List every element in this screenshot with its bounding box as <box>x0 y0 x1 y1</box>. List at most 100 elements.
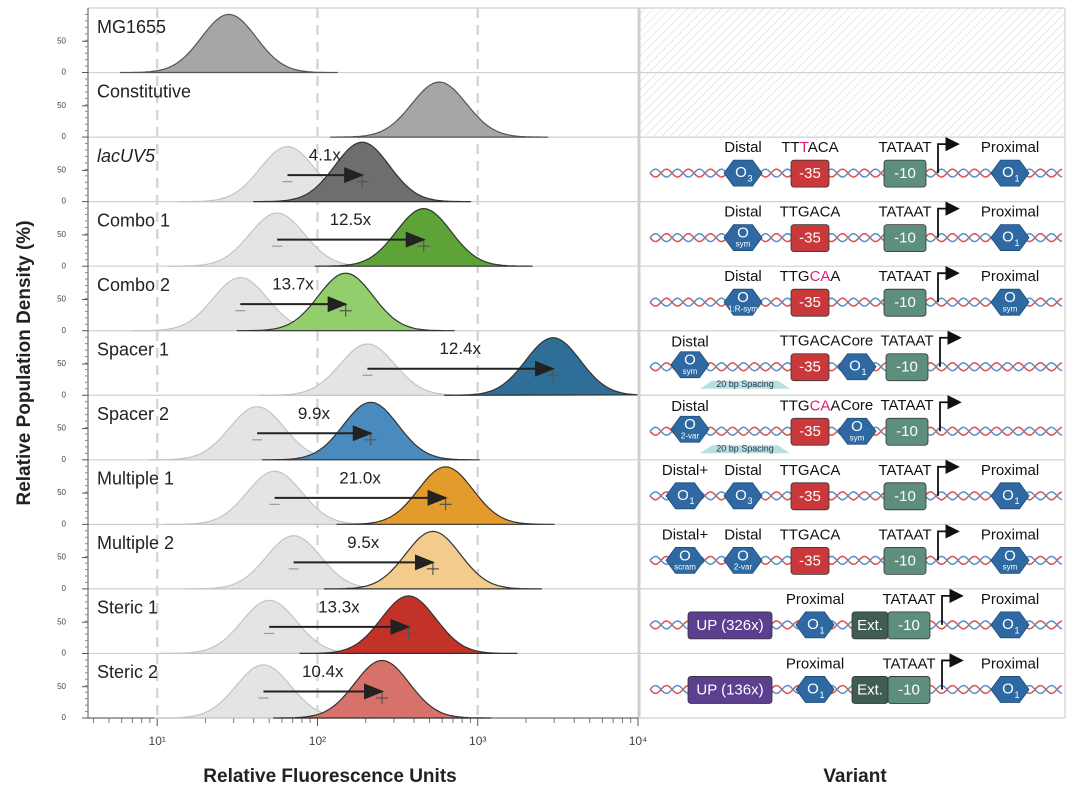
element-label: -35 <box>799 294 821 311</box>
y-tick-label: 0 <box>62 132 67 141</box>
y-tick-label: 0 <box>62 197 67 206</box>
chart: Relative Population Density (%) Relative… <box>0 0 1067 791</box>
element-label: -35 <box>799 165 821 182</box>
spacing-label: 20 bp Spacing <box>716 379 774 389</box>
y-tick-label: 0 <box>62 261 67 270</box>
y-tick-label: 0 <box>62 584 67 593</box>
operator-label: O <box>1002 487 1014 504</box>
operator-subscript: 3 <box>747 173 752 183</box>
row-label: Spacer 1 <box>97 339 169 359</box>
y-tick-label: 0 <box>62 649 67 658</box>
element-top-label: Distal <box>724 204 762 221</box>
element-top-label: Distal+ <box>662 526 709 543</box>
y-tick-label: 50 <box>57 617 66 626</box>
operator-subscript: 1 <box>819 625 824 635</box>
row-label: Constitutive <box>97 81 191 101</box>
element-top-label: TTGACA <box>780 526 841 543</box>
sequence-segment: TTG <box>780 397 810 414</box>
element-label: -10 <box>896 359 918 376</box>
element-label: -10 <box>896 423 918 440</box>
variant-diagram: UP (136x)O1ProximalExt.-10TATAATO1Proxim… <box>650 655 1062 703</box>
operator-label: O <box>735 164 747 181</box>
element-top-label: TTGCAA <box>780 397 841 414</box>
operator-subscript: 1:R-sym <box>728 304 758 313</box>
element-top-label: Distal <box>724 268 762 285</box>
spacing-label: 20 bp Spacing <box>716 444 774 454</box>
element-top-label: Distal+ <box>662 462 709 479</box>
y-tick-label: 50 <box>57 488 66 497</box>
row-label: Spacer 2 <box>97 404 169 424</box>
operator-subscript: 1 <box>1014 625 1019 635</box>
element-top-label: TATAAT <box>882 655 935 672</box>
element-label: -35 <box>799 423 821 440</box>
fold-label: 4.1x <box>309 146 342 165</box>
element-top-label: Core <box>841 397 874 414</box>
element-top-label: TATAAT <box>880 333 933 350</box>
element-top-label: TATAAT <box>878 526 931 543</box>
operator-label: O <box>849 358 861 375</box>
element-top-label: TATAAT <box>878 268 931 285</box>
x-tick-label: 10⁴ <box>629 734 648 748</box>
y-tick-label: 0 <box>62 519 67 528</box>
y-tick-label: 0 <box>62 68 67 77</box>
x-axis-title: Relative Fluorescence Units <box>203 766 456 787</box>
y-axis-title: Relative Population Density (%) <box>14 220 35 505</box>
element-label: -35 <box>799 359 821 376</box>
operator-label: O <box>1002 680 1014 697</box>
variant-diagram: OscramDistal+O2-varDistal-35TTGACA-10TAT… <box>650 526 1062 574</box>
element-top-label: Proximal <box>981 655 1039 672</box>
element-top-label: Distal <box>671 398 709 415</box>
fold-label: 13.7x <box>272 275 314 294</box>
element-top-label: Distal <box>724 462 762 479</box>
operator-label: O <box>1002 164 1014 181</box>
operator-subscript: sym <box>850 433 865 442</box>
operator-subscript: 1 <box>689 496 694 506</box>
operator-label: O <box>735 487 747 504</box>
y-tick-label: 0 <box>62 390 67 399</box>
element-top-label: Proximal <box>981 462 1039 479</box>
operator-label: O <box>807 680 819 697</box>
x-tick-label: 10¹ <box>149 734 166 748</box>
element-top-label: TTGACA <box>780 333 841 350</box>
y-tick-label: 0 <box>62 326 67 335</box>
sequence-segment: TT <box>781 139 799 156</box>
y-tick-label: 50 <box>57 165 66 174</box>
element-top-label: TATAAT <box>878 139 931 156</box>
x-tick-label: 10² <box>309 734 326 748</box>
y-tick-label: 50 <box>57 230 66 239</box>
element-top-label: TTGACA <box>780 204 841 221</box>
promoter-arrow <box>940 338 960 367</box>
y-tick-label: 50 <box>57 424 66 433</box>
density-curve <box>330 82 548 137</box>
row-label: Combo 1 <box>97 210 170 230</box>
operator-label: O <box>677 487 689 504</box>
operator-subscript: 1 <box>1014 690 1019 700</box>
operator-subscript: 1 <box>1014 238 1019 248</box>
fold-label: 9.9x <box>298 404 331 423</box>
fold-label: 10.4x <box>302 662 344 681</box>
variant-diagram: OsymDistal-35TTGACA-10TATAATO1Proximal <box>650 204 1062 252</box>
sequence-segment: CA <box>810 397 831 414</box>
x-tick-label: 10³ <box>469 734 486 748</box>
operator-subscript: sym <box>1003 304 1018 313</box>
row-label: MG1655 <box>97 17 166 37</box>
operator-subscript: sym <box>736 240 751 249</box>
sequence-segment: CA <box>810 268 831 285</box>
element-top-label: Core <box>841 333 874 350</box>
element-label: -10 <box>894 230 916 247</box>
row-label: Multiple 2 <box>97 533 174 553</box>
operator-subscript: 1 <box>1014 496 1019 506</box>
row-label: Combo 2 <box>97 275 170 295</box>
variant-diagram: 20 bp SpacingO2-varDistal-35TTGCAAOsymCo… <box>650 397 1062 453</box>
element-label: -35 <box>799 230 821 247</box>
element-label: -10 <box>894 294 916 311</box>
element-top-label: Proximal <box>981 268 1039 285</box>
operator-label: O <box>1002 616 1014 633</box>
fold-label: 13.3x <box>318 597 360 616</box>
element-top-label: Proximal <box>786 655 844 672</box>
row-label: Multiple 1 <box>97 469 174 489</box>
element-label: -10 <box>898 617 920 634</box>
element-label: Ext. <box>857 617 883 634</box>
